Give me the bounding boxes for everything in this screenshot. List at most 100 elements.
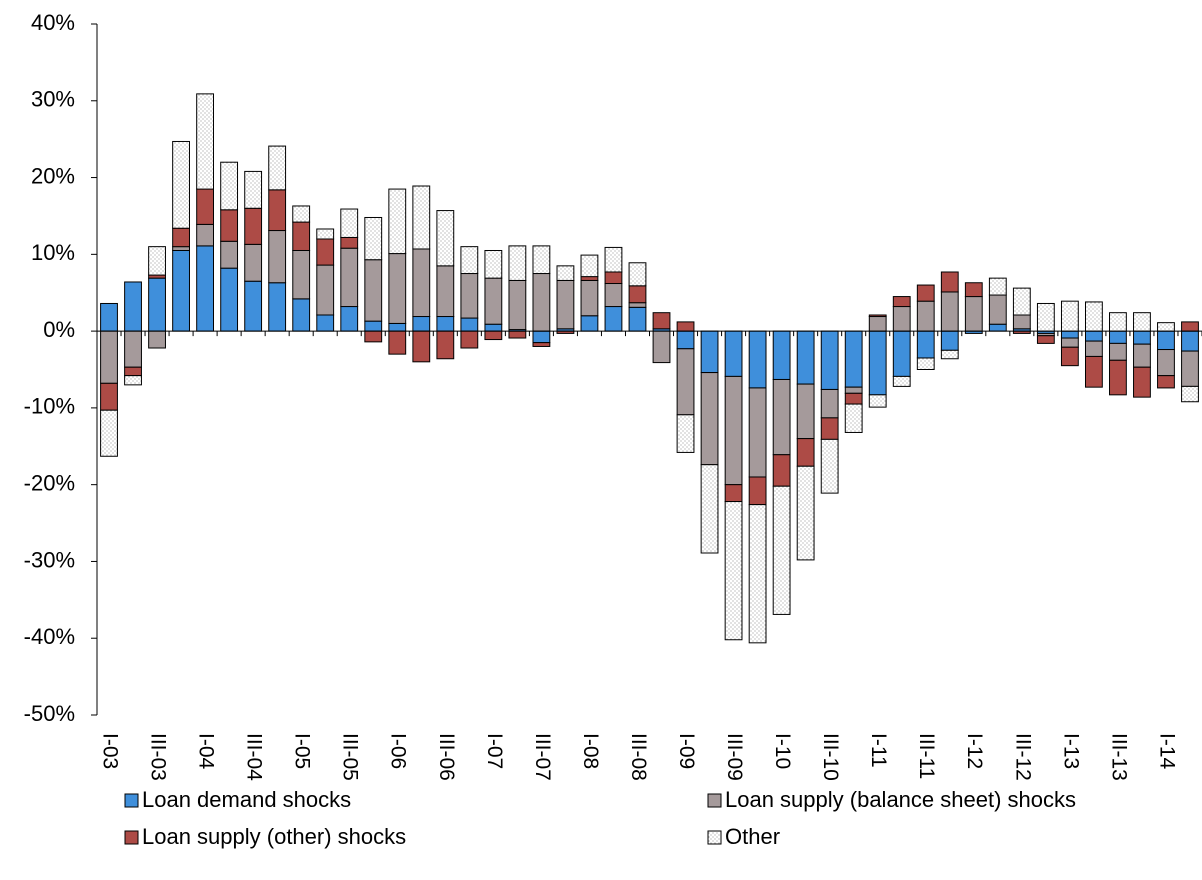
- bar-segment: [724, 330, 743, 377]
- bar-segment: [868, 314, 887, 318]
- y-tick-label: -20%: [24, 470, 75, 495]
- bar-segment: [580, 254, 599, 278]
- bar-segment: [388, 188, 407, 255]
- bar-segment: [916, 357, 935, 371]
- bar-segment: [196, 188, 215, 225]
- bar-segment: [772, 378, 791, 456]
- legend-label: Other: [725, 824, 780, 849]
- bar-segment: [604, 246, 623, 273]
- bar-segment: [484, 330, 503, 341]
- legend-swatch: [124, 830, 139, 845]
- x-tick-label: I-09: [675, 733, 698, 769]
- bar-segment: [244, 243, 263, 282]
- bar-segment: [508, 330, 527, 339]
- bar-segment: [340, 208, 359, 238]
- x-tick-label: I-03: [98, 733, 121, 769]
- bar-segment: [196, 223, 215, 247]
- bar-segment: [436, 316, 455, 332]
- bar-segment: [772, 454, 791, 487]
- legend-label: Loan supply (other) shocks: [142, 824, 406, 849]
- bar-segment: [676, 321, 695, 332]
- bar-segment: [100, 302, 118, 332]
- bar-segment: [412, 330, 431, 363]
- bar-segment: [100, 409, 118, 457]
- x-tick-label: III-13: [1107, 733, 1130, 781]
- x-tick-label: III-11: [915, 733, 938, 779]
- y-tick-label: 30%: [31, 87, 75, 112]
- bar-segment: [220, 161, 239, 211]
- bar-segment: [388, 330, 407, 355]
- x-tick-label: III-09: [723, 733, 746, 781]
- bar-segment: [820, 417, 839, 440]
- bar-segment: [964, 296, 983, 332]
- x-tick-label: I-07: [483, 733, 506, 769]
- bar-segment: [1133, 343, 1151, 368]
- bar-segment: [292, 298, 311, 332]
- bar-segment: [1133, 312, 1151, 332]
- bar-segment: [316, 314, 335, 332]
- bar-segment: [220, 267, 239, 332]
- bar-segment: [148, 277, 166, 332]
- bar-segment: [508, 279, 527, 331]
- x-tick-label: III-06: [435, 733, 458, 781]
- bar-segment: [460, 273, 479, 319]
- bar-segment: [292, 205, 311, 223]
- bar-segment: [676, 414, 695, 453]
- bar-segment: [844, 386, 863, 394]
- y-tick-label: 10%: [31, 240, 75, 265]
- bar-segment: [916, 300, 935, 332]
- bar-segment: [1109, 330, 1127, 344]
- bar-segment: [676, 348, 695, 416]
- y-tick-label: -30%: [24, 547, 75, 572]
- bar-segment: [124, 330, 142, 368]
- bar-segment: [148, 330, 166, 349]
- bar-segment: [316, 238, 335, 266]
- bar-segment: [700, 464, 719, 554]
- bar-segment: [676, 330, 695, 350]
- bar-segment: [652, 330, 671, 364]
- bar-segment: [460, 317, 479, 332]
- bar-segment: [412, 185, 431, 250]
- bar-segment: [460, 330, 479, 349]
- bar-segment: [364, 216, 383, 261]
- bar-segment: [1181, 385, 1199, 403]
- bar-segment: [916, 284, 935, 302]
- bar-segment: [700, 330, 719, 374]
- bar-segment: [820, 388, 839, 419]
- bar-segment: [844, 392, 863, 405]
- bar-segment: [940, 291, 959, 332]
- bar-segment: [988, 277, 1007, 296]
- x-tick-label: III-10: [819, 733, 842, 781]
- bar-segment: [628, 302, 647, 308]
- bar-segment: [892, 330, 911, 377]
- bar-segment: [748, 504, 767, 644]
- bar-segment: [388, 253, 407, 324]
- bar-segment: [604, 271, 623, 285]
- bar-segment: [172, 246, 190, 251]
- bar-segment: [1157, 322, 1175, 332]
- bar-segment: [628, 285, 647, 304]
- bar-segment: [916, 330, 935, 359]
- bar-segment: [1181, 330, 1199, 352]
- bar-segment: [988, 294, 1007, 325]
- bar-segment: [796, 330, 815, 385]
- x-tick-label: III-07: [531, 733, 554, 781]
- bar-segment: [796, 438, 815, 467]
- bar-segment: [124, 375, 142, 386]
- bar-segment: [1084, 301, 1103, 332]
- bar-segment: [436, 265, 455, 318]
- bar-segment: [1036, 335, 1055, 344]
- legend-swatch: [707, 830, 722, 845]
- bar-segment: [340, 247, 359, 308]
- bar-segment: [1133, 330, 1151, 345]
- bar-segment: [796, 465, 815, 561]
- bar-segment: [172, 249, 190, 332]
- bar-segment: [940, 330, 959, 351]
- bar-segment: [364, 259, 383, 322]
- bar-segment: [1181, 321, 1199, 332]
- bar-segment: [196, 245, 215, 332]
- bar-segment: [484, 277, 503, 325]
- bar-segment: [556, 265, 575, 281]
- bar-segment: [460, 246, 479, 275]
- bar-segment: [652, 312, 671, 330]
